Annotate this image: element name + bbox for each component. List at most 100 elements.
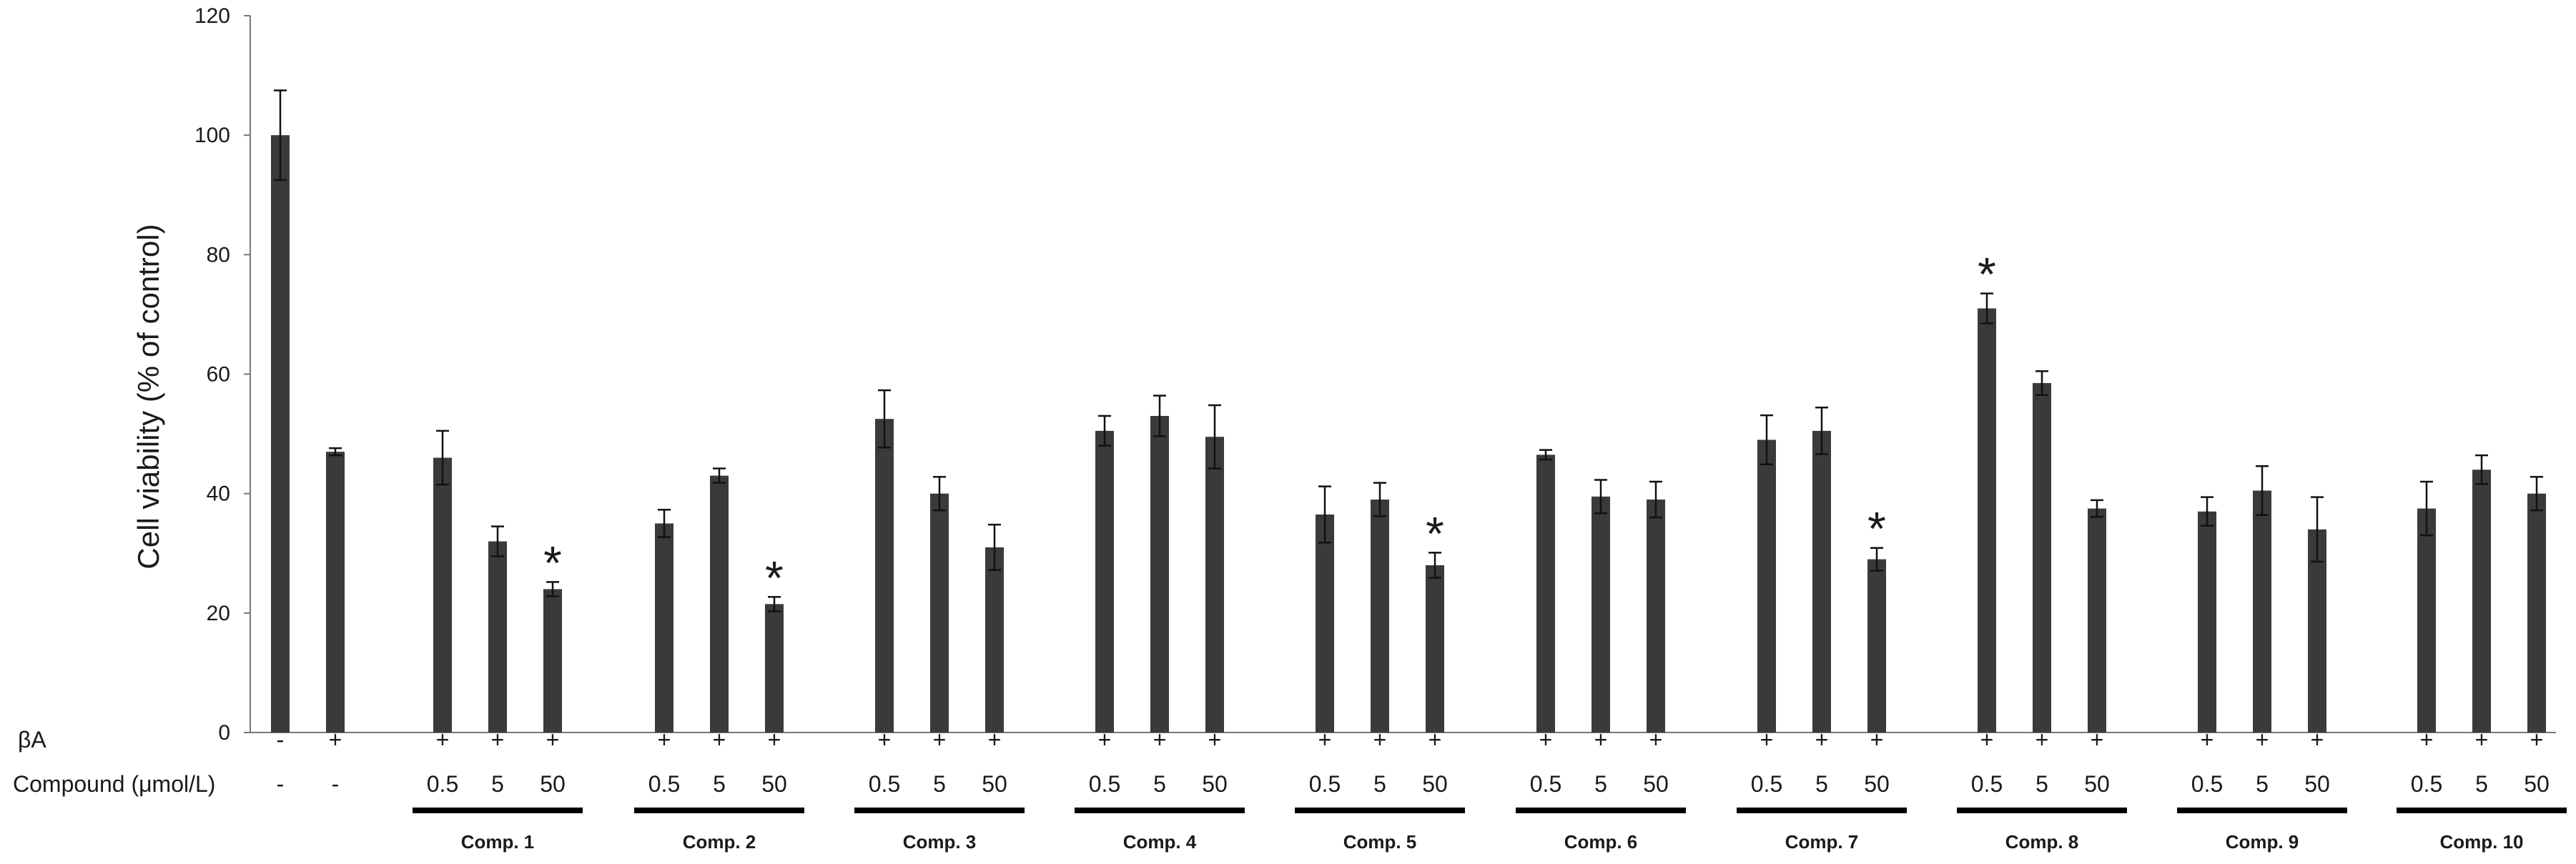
dose-value: 50 bbox=[2084, 771, 2110, 797]
dose-value: 0.5 bbox=[2411, 771, 2442, 797]
bar bbox=[2308, 529, 2326, 733]
bar bbox=[710, 475, 729, 733]
group-label: Comp. 8 bbox=[2005, 831, 2079, 853]
dose-value: - bbox=[277, 771, 285, 797]
beta-a-value: + bbox=[988, 727, 1002, 753]
bar bbox=[875, 419, 894, 733]
bar bbox=[2253, 490, 2271, 733]
bar bbox=[488, 541, 507, 733]
beta-a-value: + bbox=[2530, 727, 2544, 753]
y-tick-label: 20 bbox=[207, 602, 230, 625]
bar bbox=[2033, 383, 2051, 733]
significance-marker: * bbox=[1426, 507, 1444, 560]
significance-marker: * bbox=[765, 551, 784, 604]
group-label: Comp. 5 bbox=[1343, 831, 1417, 853]
dose-value: 5 bbox=[1815, 771, 1828, 797]
bar bbox=[2472, 470, 2491, 733]
bar bbox=[2527, 493, 2546, 733]
beta-a-value: + bbox=[1153, 727, 1167, 753]
beta-a-value: + bbox=[933, 727, 947, 753]
dose-value: 5 bbox=[2475, 771, 2488, 797]
dose-value: 5 bbox=[2256, 771, 2269, 797]
dose-value: 50 bbox=[1202, 771, 1228, 797]
beta-a-value: + bbox=[1318, 727, 1332, 753]
dose-value: 5 bbox=[491, 771, 504, 797]
bar bbox=[1205, 437, 1224, 733]
group-label: Comp. 2 bbox=[683, 831, 756, 853]
dose-value: 50 bbox=[2524, 771, 2550, 797]
beta-a-value: + bbox=[1428, 727, 1442, 753]
beta-a-row-label: βA bbox=[18, 727, 46, 753]
beta-a-value: + bbox=[1649, 727, 1663, 753]
group-label: Comp. 9 bbox=[2226, 831, 2299, 853]
dose-value: 0.5 bbox=[2191, 771, 2223, 797]
bar bbox=[1592, 496, 1610, 733]
group-label: Comp. 1 bbox=[461, 831, 535, 853]
beta-a-value: + bbox=[1594, 727, 1608, 753]
group-label: Comp. 3 bbox=[903, 831, 977, 853]
bar bbox=[1867, 559, 1886, 733]
significance-marker: * bbox=[1867, 502, 1886, 555]
y-tick-label: 60 bbox=[207, 363, 230, 387]
bar bbox=[326, 452, 345, 733]
compound-groups: Comp. 1 Comp. 2 Comp. 3 Comp. 4 Comp. 5 Comp.… bbox=[413, 808, 2567, 853]
beta-a-value: + bbox=[2256, 727, 2269, 753]
beta-a-value: + bbox=[1098, 727, 1112, 753]
beta-a-value: + bbox=[329, 727, 342, 753]
dose-value: 50 bbox=[540, 771, 566, 797]
beta-a-value: + bbox=[1539, 727, 1553, 753]
beta-a-value: + bbox=[1980, 727, 1994, 753]
beta-a-value: + bbox=[1373, 727, 1387, 753]
dose-value: 5 bbox=[933, 771, 946, 797]
group-label: Comp. 7 bbox=[1785, 831, 1859, 853]
bar bbox=[1978, 308, 1996, 733]
bar bbox=[1150, 416, 1169, 733]
bar bbox=[1095, 430, 1114, 733]
bar bbox=[271, 135, 290, 733]
bar bbox=[433, 457, 452, 733]
beta-a-value: + bbox=[1870, 727, 1884, 753]
significance-marker: * bbox=[1978, 248, 1996, 301]
bar bbox=[1426, 565, 1444, 733]
y-tick-label: 80 bbox=[207, 243, 230, 267]
dose-value: 50 bbox=[761, 771, 787, 797]
bar bbox=[1316, 514, 1334, 733]
beta-a-value: + bbox=[2201, 727, 2214, 753]
dose-value: 0.5 bbox=[427, 771, 458, 797]
beta-a-value: + bbox=[1760, 727, 1774, 753]
bar bbox=[655, 523, 673, 733]
dose-value: 0.5 bbox=[869, 771, 900, 797]
significance-marker: * bbox=[543, 536, 562, 589]
dose-value: 50 bbox=[2304, 771, 2330, 797]
bar bbox=[930, 493, 949, 733]
beta-a-value: + bbox=[2475, 727, 2489, 753]
dose-value: 50 bbox=[1643, 771, 1669, 797]
dose-value: 5 bbox=[2035, 771, 2048, 797]
dose-value: 0.5 bbox=[1530, 771, 1561, 797]
bar bbox=[1371, 500, 1389, 733]
beta-a-value: + bbox=[2311, 727, 2324, 753]
bar bbox=[2198, 511, 2216, 733]
compound-row-label: Compound (μmol/L) bbox=[13, 771, 215, 797]
y-axis: 0 20 40 60 80 100 120 bbox=[194, 4, 2556, 745]
beta-a-value: + bbox=[436, 727, 450, 753]
y-tick-label: 0 bbox=[218, 721, 230, 745]
dose-value: 0.5 bbox=[1309, 771, 1341, 797]
beta-a-value: + bbox=[1815, 727, 1829, 753]
group-label: Comp. 10 bbox=[2439, 831, 2523, 853]
dose-value: 50 bbox=[1422, 771, 1448, 797]
bar bbox=[1757, 440, 1776, 733]
beta-a-value: + bbox=[2420, 727, 2434, 753]
beta-a-value: + bbox=[1208, 727, 1222, 753]
beta-a-value: - bbox=[277, 727, 285, 753]
beta-a-value: + bbox=[2091, 727, 2104, 753]
y-tick-label: 120 bbox=[194, 4, 230, 28]
y-tick-label: 40 bbox=[207, 482, 230, 506]
dose-value: 0.5 bbox=[1971, 771, 2003, 797]
dose-value: 50 bbox=[982, 771, 1007, 797]
bar bbox=[543, 589, 562, 733]
group-label: Comp. 6 bbox=[1564, 831, 1638, 853]
dose-value: - bbox=[332, 771, 340, 797]
beta-a-value: + bbox=[878, 727, 892, 753]
